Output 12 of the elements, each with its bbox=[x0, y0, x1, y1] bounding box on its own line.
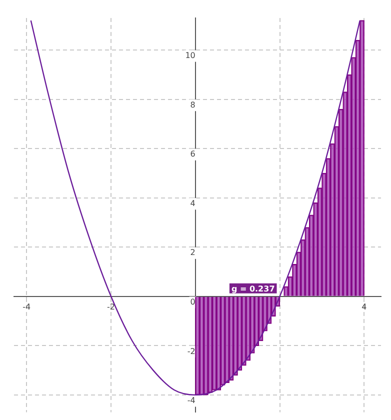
x-tick-label: 4 bbox=[362, 302, 367, 312]
y-tick-label: 6 bbox=[190, 150, 196, 159]
y-tick-label: 0 bbox=[190, 297, 196, 306]
y-tick-label: -2 bbox=[187, 346, 196, 356]
y-tick-label: 2 bbox=[190, 248, 196, 258]
y-tick-label: 8 bbox=[190, 100, 196, 110]
x-tick-label: -4 bbox=[22, 302, 31, 312]
y-tick-label: 10 bbox=[185, 51, 196, 60]
y-tick-label: -4 bbox=[187, 396, 196, 406]
x-tick-label: -2 bbox=[107, 302, 116, 312]
y-tick-label: 4 bbox=[190, 198, 196, 208]
annotation: g = 0.237 bbox=[231, 284, 275, 294]
